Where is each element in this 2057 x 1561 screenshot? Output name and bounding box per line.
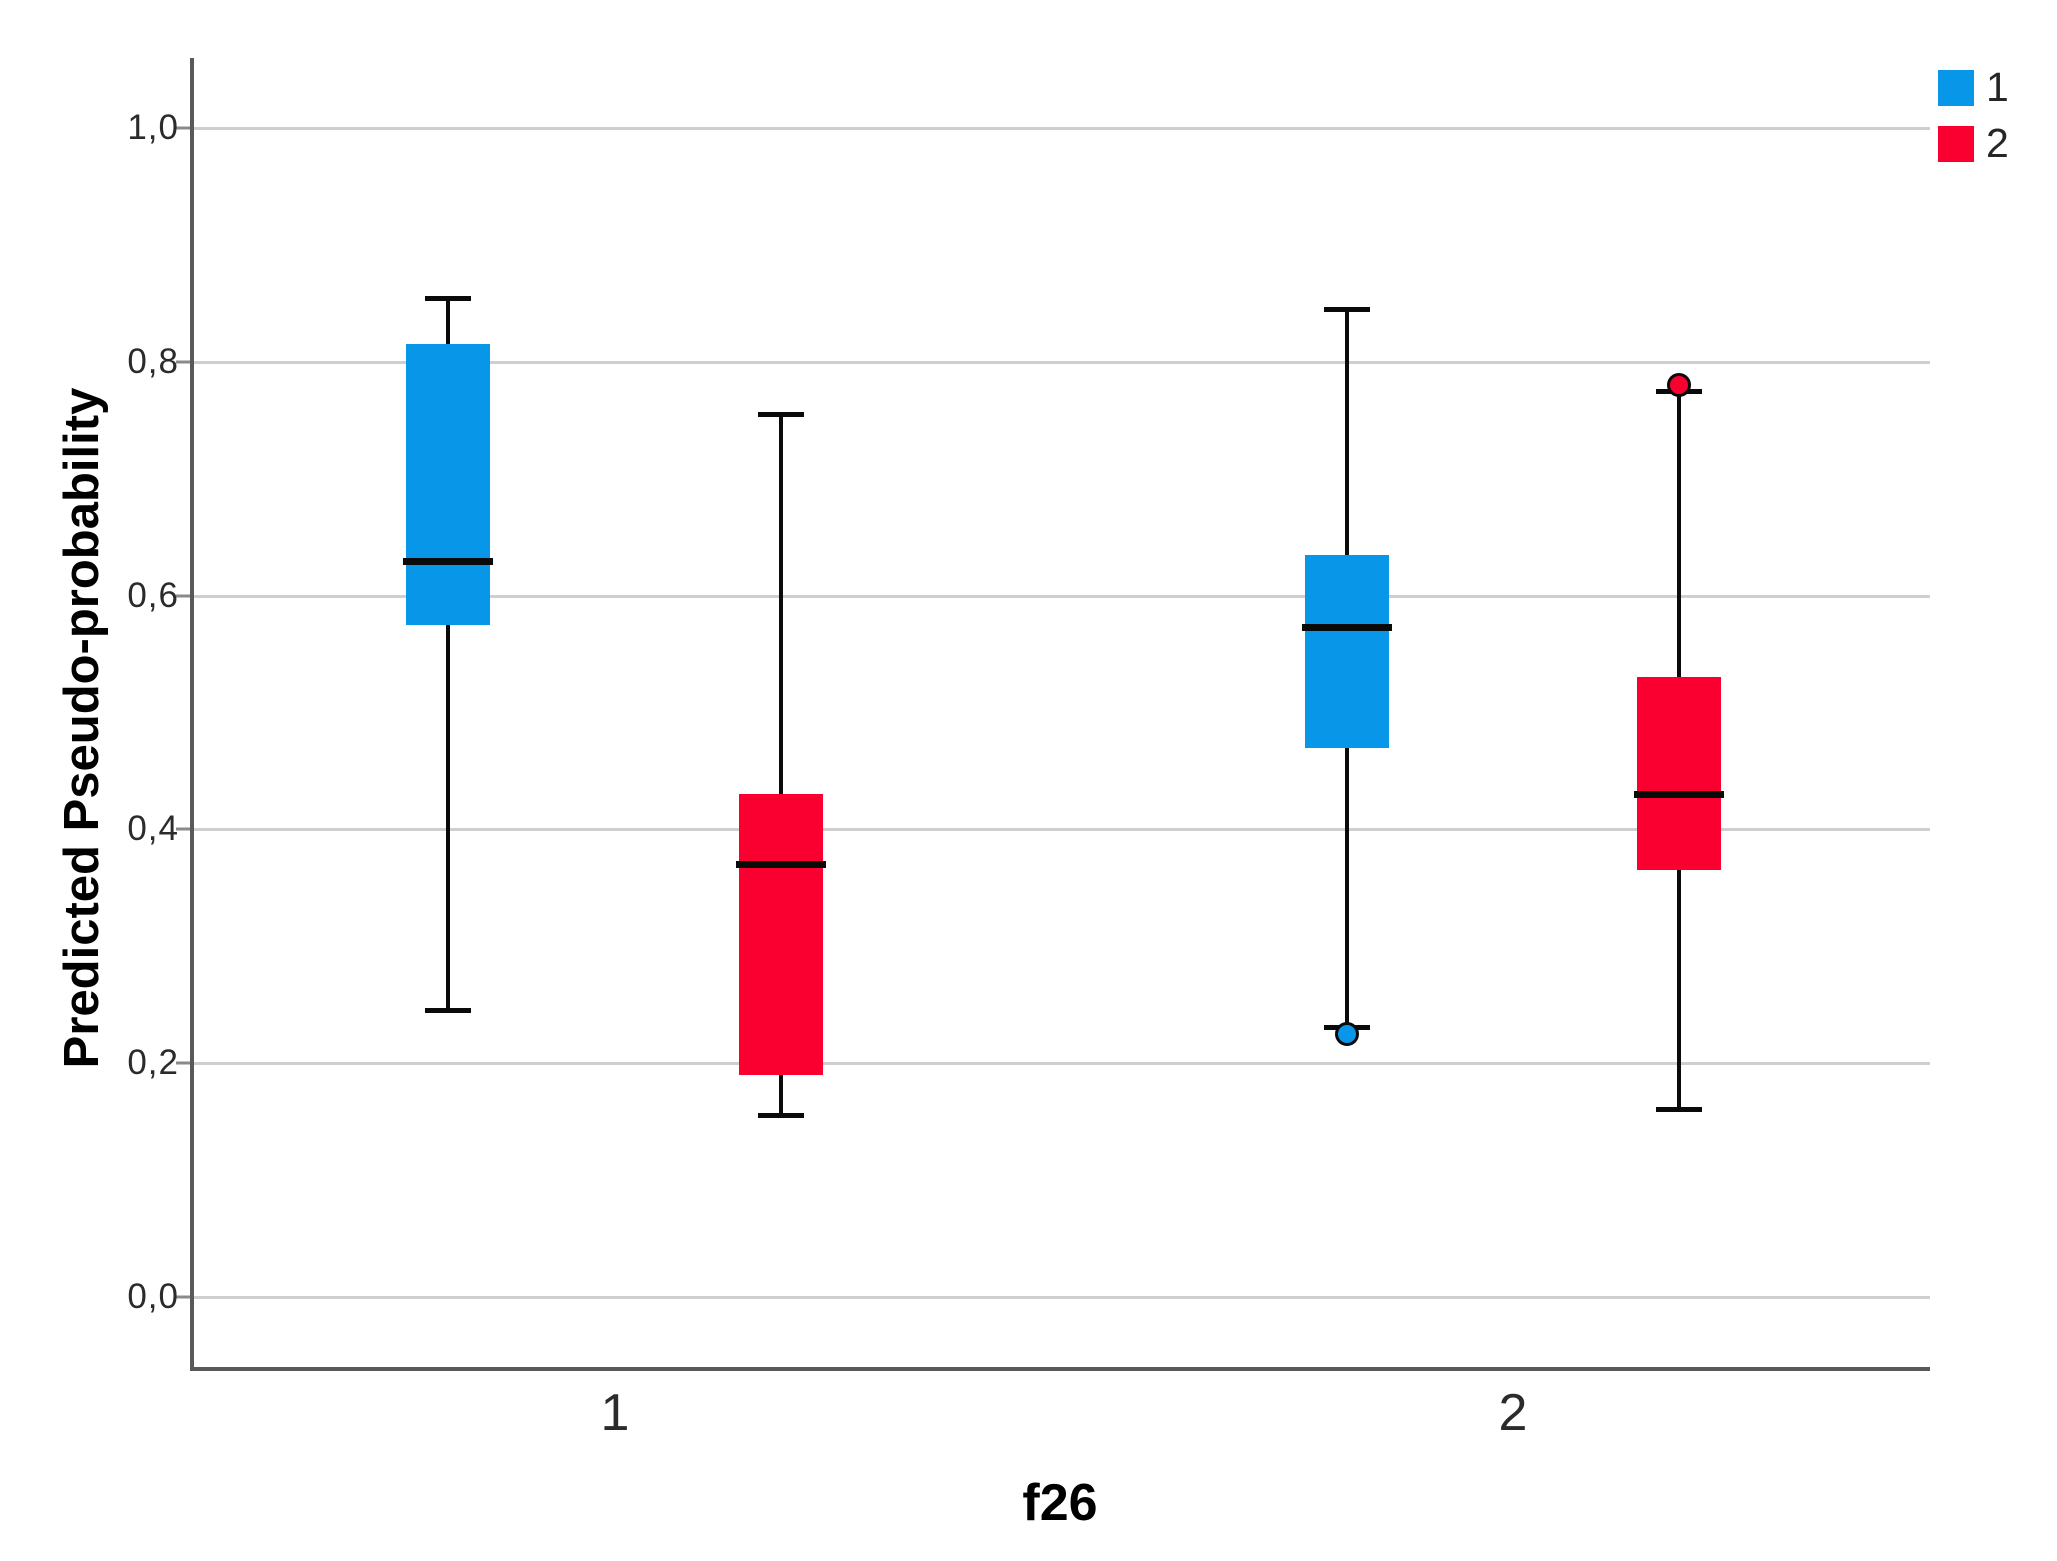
boxplot-whisker-cap-bottom [424, 1007, 471, 1013]
plot-area: 1,0 0,8 0,6 0,4 0,2 0,0 1 2 [127, 58, 1930, 1442]
y-gridline [194, 1062, 1930, 1066]
legend-entry: 1 [1938, 67, 2009, 108]
x-tick-label: 2 [1498, 1384, 1528, 1442]
boxplot-median-line [1633, 791, 1724, 799]
legend-swatch-series-2 [1938, 125, 1974, 162]
boxplot-box-series-1 [1304, 554, 1389, 748]
x-tick-label: 1 [600, 1384, 630, 1442]
outlier-point [1666, 373, 1691, 398]
legend-entry: 2 [1938, 123, 2009, 164]
y-tick-label: 0,2 [127, 1043, 179, 1083]
y-gridline [194, 828, 1930, 832]
y-gridline [194, 1295, 1930, 1299]
y-axis-title: Predicted Pseudo-probability [55, 387, 109, 1069]
y-tick-label: 0,6 [127, 575, 179, 615]
y-tick-mark [176, 827, 190, 831]
y-tick-mark [176, 1295, 190, 1299]
boxplot-median-line [402, 557, 493, 565]
y-tick-label: 1,0 [127, 108, 179, 148]
y-tick-label: 0,0 [127, 1276, 179, 1316]
y-tick-label: 0,4 [127, 809, 179, 849]
y-tick-mark [176, 126, 190, 130]
boxplot-box-series-2 [738, 794, 823, 1075]
y-gridline [194, 127, 1930, 131]
y-tick-mark [176, 360, 190, 364]
boxplot-whisker-line [445, 297, 450, 1011]
y-gridline [194, 594, 1930, 598]
boxplot-box-series-2 [1636, 677, 1721, 871]
y-tick-label: 0,8 [127, 341, 179, 381]
boxplot-box-series-1 [405, 344, 490, 625]
legend-swatch-series-1 [1938, 69, 1974, 106]
legend-label: 2 [1986, 120, 2009, 166]
boxplot-whisker-cap-bottom [1655, 1106, 1702, 1112]
legend-label: 1 [1986, 64, 2009, 110]
boxplot-whisker-cap-bottom [757, 1112, 804, 1118]
boxplot-median-line [735, 861, 826, 869]
x-axis-title: f26 [1022, 1474, 1098, 1532]
y-tick-mark [176, 594, 190, 598]
boxplot-median-line [1301, 624, 1392, 632]
boxplot-whisker-line [778, 414, 783, 1116]
y-gridline [194, 360, 1930, 364]
y-tick-mark [176, 1061, 190, 1065]
outlier-point [1334, 1021, 1359, 1046]
boxplot-whisker-cap-top [757, 412, 804, 418]
boxplot-whisker-cap-top [424, 295, 471, 301]
boxplot-whisker-cap-top [1323, 307, 1370, 313]
